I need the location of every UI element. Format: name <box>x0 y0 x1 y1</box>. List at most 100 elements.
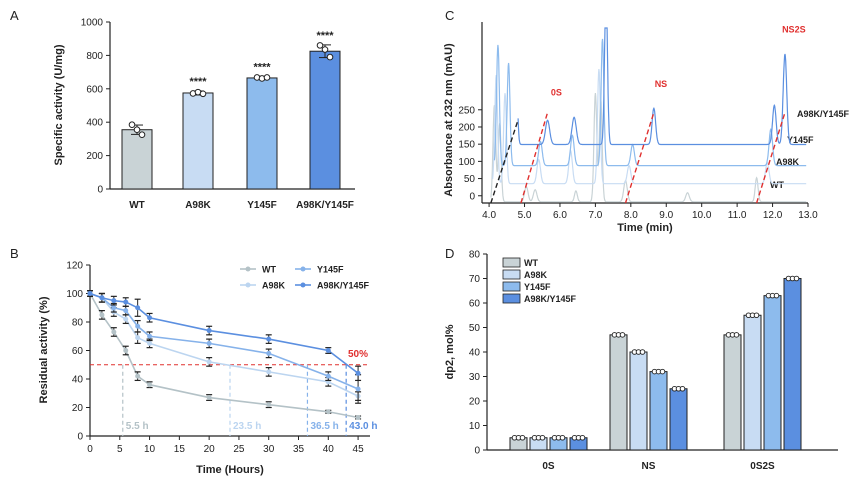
panel-b-x-tick-label: 5 <box>117 444 123 455</box>
panel-a-y-tick-label: 200 <box>86 151 103 162</box>
data-point-a98k-y145f <box>147 315 153 321</box>
replicate-point <box>519 435 526 441</box>
replicate-point <box>773 292 780 299</box>
panel-b-y-tick-label: 120 <box>66 261 83 272</box>
peak-label-ns2s: NS2S <box>782 24 806 34</box>
bar-a98k <box>182 92 214 190</box>
bar-y145f <box>246 77 278 190</box>
replicate-point <box>679 386 686 392</box>
replicate-point <box>133 126 141 134</box>
half-life-label-wt: 5.5 h <box>126 421 149 432</box>
data-point-a98k <box>147 340 153 346</box>
legend-label-y145f: Y145F <box>524 282 551 292</box>
half-life-label-a98k: 23.5 h <box>233 421 261 432</box>
legend-label-wt: WT <box>262 265 276 275</box>
x-label-y145f: Y145F <box>247 200 276 211</box>
half-life-label-y145f: 36.5 h <box>310 421 338 432</box>
panel-c-y-tick-label: 50 <box>464 174 476 185</box>
replicate-point <box>639 349 646 355</box>
panel-b-x-tick-label: 10 <box>144 444 156 455</box>
series-line-a98k <box>89 292 359 397</box>
data-point-a98k-y145f <box>135 305 141 311</box>
panel-d-y-tick-label: 30 <box>469 372 481 383</box>
data-point-a98k-y145f <box>325 348 331 353</box>
panel-b-x-tick-label: 20 <box>204 444 216 455</box>
trace-label-y145f: Y145F <box>787 135 814 145</box>
panel-label-a: A <box>10 8 19 23</box>
significance-a98k: **** <box>189 76 207 88</box>
trace-label-a98k-y145f: A98K/Y145F <box>797 109 850 119</box>
legend-marker-a98k-y145f <box>300 282 306 288</box>
panel-a-y-tick-label: 0 <box>97 185 103 196</box>
half-life-label-a98k-y145f: 43.0 h <box>349 421 377 432</box>
data-point-y145f <box>147 333 153 339</box>
replicate-point <box>733 332 740 338</box>
panel-d-y-tick-label: 10 <box>469 421 481 432</box>
legend-label-a98k-y145f: A98K/Y145F <box>317 281 370 291</box>
replicate-point <box>199 90 207 98</box>
replicate-point <box>619 332 626 338</box>
bar-wt <box>121 129 153 190</box>
panel-a-y-tick-label: 800 <box>86 51 103 62</box>
trace-label-a98k: A98K <box>776 157 800 167</box>
panel-b-x-tick-label: 0 <box>87 444 93 455</box>
data-point-wt <box>206 395 212 401</box>
panel-c-y-tick-label: 0 <box>469 191 475 202</box>
data-point-y145f <box>266 350 272 356</box>
panel-c-y-tick-label: 150 <box>458 140 475 151</box>
replicate-point <box>753 312 760 319</box>
dashed-guide-0 <box>490 119 519 204</box>
data-point-wt <box>111 329 117 335</box>
panel-a-bar-chart: 0 200 400 600 800 1000 WT **** A98K **** Y145F ***… <box>53 18 355 211</box>
panel-d-y-tick-label: 80 <box>469 250 481 261</box>
replicate-point <box>128 121 136 129</box>
panel-b-x-tick-label: 15 <box>174 444 186 455</box>
data-point-a98k-y145f <box>123 299 129 305</box>
data-point-a98k <box>135 335 141 341</box>
replicate-point <box>659 368 666 375</box>
panel-label-d: D <box>445 246 454 261</box>
legend-marker-wt <box>245 266 251 272</box>
panel-a-y-tick-label: 400 <box>86 118 103 129</box>
replicate-point <box>316 42 324 49</box>
data-point-a98k-y145f <box>206 328 212 334</box>
trace-y145f <box>493 38 807 167</box>
data-point-wt <box>355 414 361 420</box>
x-label-0s2s: 0S2S <box>750 461 775 472</box>
data-point-y145f <box>355 386 361 392</box>
panel-b-y-tick-label: 60 <box>72 346 84 357</box>
panel-label-c: C <box>445 8 454 23</box>
replicate-point <box>539 435 546 441</box>
legend-label-a98k: A98K <box>524 270 548 280</box>
data-point-a98k-y145f <box>99 295 105 301</box>
data-point-y145f <box>206 340 212 346</box>
bar-0s2s-y145f <box>763 295 782 451</box>
data-point-wt <box>135 373 141 379</box>
panel-c-y-tick-label: 100 <box>458 157 475 168</box>
data-point-y145f <box>135 323 141 329</box>
replicate-point <box>793 275 800 282</box>
data-point-a98k-y145f <box>87 291 93 296</box>
threshold-label: 50% <box>348 349 368 360</box>
panel-b-y-tick-label: 100 <box>66 289 83 300</box>
data-point-a98k <box>123 316 129 322</box>
panel-b-y-tick-label: 0 <box>77 432 83 443</box>
panel-d-grouped-bar-chart: 0 10 20 30 40 50 60 70 80 0S NS 0S2S WT A98K Y145F A9… <box>444 250 838 472</box>
panel-b-x-axis-label: Time (Hours) <box>196 464 264 476</box>
panel-b-y-tick-label: 20 <box>72 403 84 414</box>
panel-d-y-tick-label: 70 <box>469 274 481 285</box>
panel-label-b: B <box>10 246 19 261</box>
replicate-point <box>326 53 334 61</box>
replicate-point <box>321 46 329 53</box>
panel-b-line-chart: 0 20 40 60 80 100 120 0 5 10 15 20 25 30 35 40 45 50% 5.5… <box>38 261 378 477</box>
legend-swatch-a98k <box>502 269 521 280</box>
panel-c-x-tick-label: 9.0 <box>659 210 673 221</box>
replicate-point <box>138 131 146 139</box>
series-line-wt <box>89 293 359 419</box>
panel-a-y-axis-label: Specific activity (U/mg) <box>53 44 65 165</box>
bar-0s2s-a98k <box>743 314 762 451</box>
data-point-y145f <box>111 305 117 311</box>
data-point-wt <box>325 409 331 415</box>
panel-a-y-tick-label: 1000 <box>81 18 104 29</box>
